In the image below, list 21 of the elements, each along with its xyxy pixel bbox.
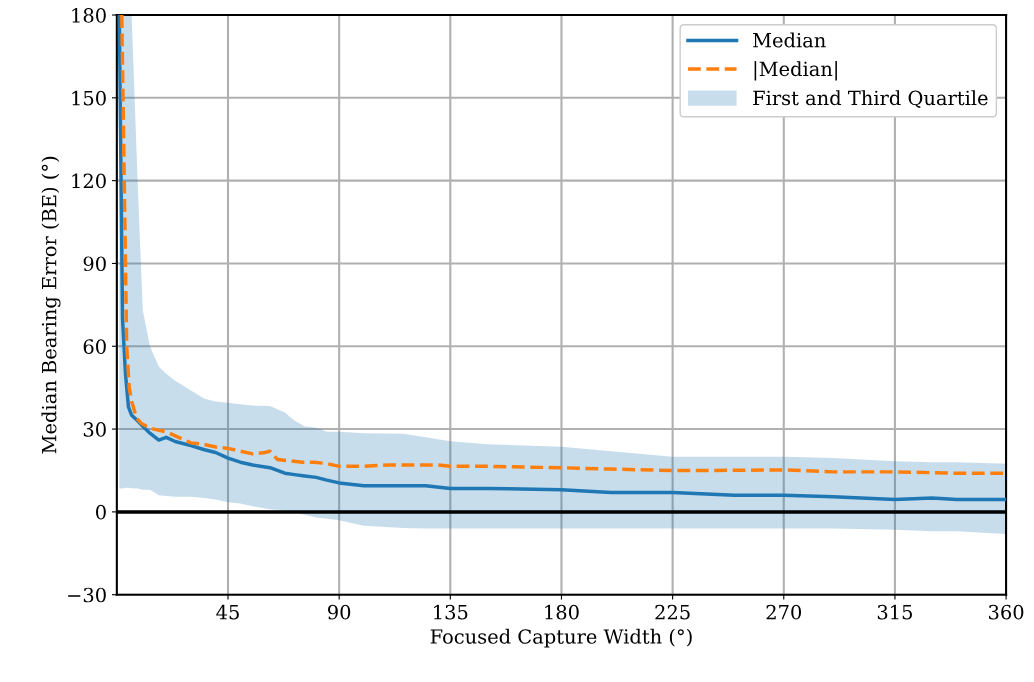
y-tick-label: 90 [83,256,106,272]
x-tick-label: 45 [216,604,239,620]
legend-label: |Median| [754,61,837,81]
x-tick-label: 135 [434,604,468,620]
x-tick-label: 225 [655,604,690,620]
y-tick-label: 150 [72,90,106,106]
legend-label: Median [753,32,826,48]
y-tick-label: 120 [72,173,106,189]
y-tick-label: 30 [83,422,106,437]
y-tick-label: 180 [72,7,106,23]
y-axis-title: Median Bearing Error (BE) (°) [41,156,61,454]
annotation: First and Third Quartile [753,90,988,109]
x-tick-label: 180 [545,604,579,620]
x-tick-label: 360 [989,604,1024,620]
x-tick-label: 90 [328,604,351,620]
y-tick-label: −30 [68,587,106,603]
y-tick-label: 60 [83,339,106,354]
x-tick-label: 270 [766,604,802,620]
x-axis-title: Focused Capture Width (°) [430,628,692,648]
x-tick-label: 315 [877,604,912,620]
y-tick-label: 0 [96,504,106,520]
